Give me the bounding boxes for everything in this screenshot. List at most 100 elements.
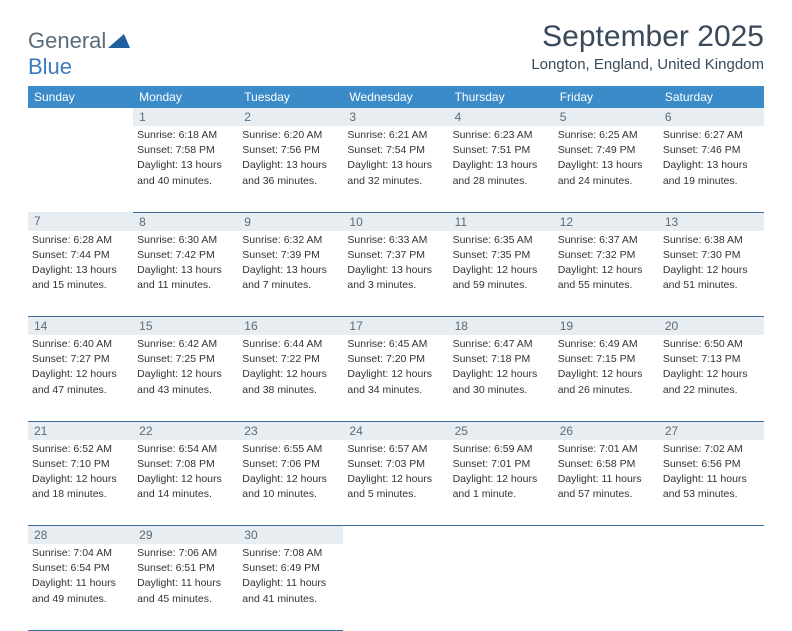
sunset-text: Sunset: 7:56 PM (242, 143, 339, 157)
daylight-text-2: and 19 minutes. (663, 174, 760, 188)
calendar-table: SundayMondayTuesdayWednesdayThursdayFrid… (28, 86, 764, 631)
day-number-cell (28, 108, 133, 126)
daylight-text-2: and 40 minutes. (137, 174, 234, 188)
daylight-text-2: and 24 minutes. (558, 174, 655, 188)
daylight-text-2: and 45 minutes. (137, 592, 234, 606)
daylight-text-2: and 1 minute. (453, 487, 550, 501)
day-cell: Sunrise: 6:37 AMSunset: 7:32 PMDaylight:… (554, 231, 659, 317)
day-cell: Sunrise: 6:33 AMSunset: 7:37 PMDaylight:… (343, 231, 448, 317)
sunrise-text: Sunrise: 6:54 AM (137, 442, 234, 456)
sunset-text: Sunset: 7:08 PM (137, 457, 234, 471)
daylight-text-1: Daylight: 12 hours (453, 367, 550, 381)
daylight-text-2: and 26 minutes. (558, 383, 655, 397)
day-cell-content: Sunrise: 6:27 AMSunset: 7:46 PMDaylight:… (663, 128, 760, 188)
daylight-text-1: Daylight: 13 hours (453, 158, 550, 172)
daylight-text-2: and 5 minutes. (347, 487, 444, 501)
day-number-cell: 11 (449, 212, 554, 231)
sunrise-text: Sunrise: 6:30 AM (137, 233, 234, 247)
sunset-text: Sunset: 7:49 PM (558, 143, 655, 157)
day-number-cell: 21 (28, 421, 133, 440)
daylight-text-2: and 15 minutes. (32, 278, 129, 292)
sunset-text: Sunset: 7:39 PM (242, 248, 339, 262)
weekday-header: Tuesday (238, 86, 343, 108)
sunset-text: Sunset: 7:03 PM (347, 457, 444, 471)
day-cell: Sunrise: 6:23 AMSunset: 7:51 PMDaylight:… (449, 126, 554, 212)
location-text: Longton, England, United Kingdom (531, 56, 764, 73)
sunset-text: Sunset: 7:35 PM (453, 248, 550, 262)
weekday-header: Friday (554, 86, 659, 108)
weekday-header: Wednesday (343, 86, 448, 108)
day-cell: Sunrise: 6:55 AMSunset: 7:06 PMDaylight:… (238, 440, 343, 526)
day-number-cell: 24 (343, 421, 448, 440)
day-cell-content: Sunrise: 6:52 AMSunset: 7:10 PMDaylight:… (32, 442, 129, 502)
daylight-text-2: and 41 minutes. (242, 592, 339, 606)
day-cell-content: Sunrise: 6:40 AMSunset: 7:27 PMDaylight:… (32, 337, 129, 397)
weekday-header: Monday (133, 86, 238, 108)
day-cell-content: Sunrise: 6:37 AMSunset: 7:32 PMDaylight:… (558, 233, 655, 293)
day-number-cell: 1 (133, 108, 238, 126)
day-cell: Sunrise: 6:20 AMSunset: 7:56 PMDaylight:… (238, 126, 343, 212)
sunset-text: Sunset: 7:42 PM (137, 248, 234, 262)
day-cell: Sunrise: 6:59 AMSunset: 7:01 PMDaylight:… (449, 440, 554, 526)
day-cell (449, 544, 554, 630)
daylight-text-1: Daylight: 12 hours (558, 367, 655, 381)
sunset-text: Sunset: 7:06 PM (242, 457, 339, 471)
daylight-text-2: and 36 minutes. (242, 174, 339, 188)
sunrise-text: Sunrise: 6:50 AM (663, 337, 760, 351)
day-number-cell (659, 526, 764, 545)
day-number-cell: 30 (238, 526, 343, 545)
day-cell-content: Sunrise: 6:38 AMSunset: 7:30 PMDaylight:… (663, 233, 760, 293)
sunrise-text: Sunrise: 7:08 AM (242, 546, 339, 560)
daylight-text-2: and 18 minutes. (32, 487, 129, 501)
sunrise-text: Sunrise: 6:23 AM (453, 128, 550, 142)
day-cell-content: Sunrise: 6:49 AMSunset: 7:15 PMDaylight:… (558, 337, 655, 397)
daylight-text-1: Daylight: 13 hours (137, 263, 234, 277)
day-cell: Sunrise: 6:32 AMSunset: 7:39 PMDaylight:… (238, 231, 343, 317)
day-number-cell (449, 526, 554, 545)
sunset-text: Sunset: 6:58 PM (558, 457, 655, 471)
day-cell: Sunrise: 6:35 AMSunset: 7:35 PMDaylight:… (449, 231, 554, 317)
day-number-cell: 13 (659, 212, 764, 231)
daylight-text-1: Daylight: 11 hours (242, 576, 339, 590)
day-number-cell: 19 (554, 317, 659, 336)
daylight-text-1: Daylight: 12 hours (558, 263, 655, 277)
daylight-text-1: Daylight: 13 hours (347, 263, 444, 277)
daylight-text-1: Daylight: 12 hours (242, 367, 339, 381)
day-cell-content: Sunrise: 7:08 AMSunset: 6:49 PMDaylight:… (242, 546, 339, 606)
daylight-text-2: and 3 minutes. (347, 278, 444, 292)
day-number-cell: 7 (28, 212, 133, 231)
weekday-header: Thursday (449, 86, 554, 108)
day-number-cell: 29 (133, 526, 238, 545)
day-cell-content: Sunrise: 6:23 AMSunset: 7:51 PMDaylight:… (453, 128, 550, 188)
daylight-text-2: and 34 minutes. (347, 383, 444, 397)
day-number-cell: 26 (554, 421, 659, 440)
day-number-row: 78910111213 (28, 212, 764, 231)
day-cell-content: Sunrise: 7:04 AMSunset: 6:54 PMDaylight:… (32, 546, 129, 606)
daylight-text-1: Daylight: 12 hours (453, 472, 550, 486)
sunset-text: Sunset: 7:30 PM (663, 248, 760, 262)
day-content-row: Sunrise: 6:40 AMSunset: 7:27 PMDaylight:… (28, 335, 764, 421)
day-number-cell: 25 (449, 421, 554, 440)
sunrise-text: Sunrise: 6:59 AM (453, 442, 550, 456)
sunrise-text: Sunrise: 6:40 AM (32, 337, 129, 351)
day-number-cell: 4 (449, 108, 554, 126)
daylight-text-2: and 38 minutes. (242, 383, 339, 397)
day-cell-content: Sunrise: 6:21 AMSunset: 7:54 PMDaylight:… (347, 128, 444, 188)
sunset-text: Sunset: 7:20 PM (347, 352, 444, 366)
sunrise-text: Sunrise: 6:18 AM (137, 128, 234, 142)
day-number-cell: 16 (238, 317, 343, 336)
daylight-text-2: and 28 minutes. (453, 174, 550, 188)
daylight-text-1: Daylight: 12 hours (32, 472, 129, 486)
day-content-row: Sunrise: 6:18 AMSunset: 7:58 PMDaylight:… (28, 126, 764, 212)
day-cell: Sunrise: 6:18 AMSunset: 7:58 PMDaylight:… (133, 126, 238, 212)
daylight-text-1: Daylight: 13 hours (558, 158, 655, 172)
daylight-text-2: and 43 minutes. (137, 383, 234, 397)
day-number-cell: 15 (133, 317, 238, 336)
daylight-text-1: Daylight: 12 hours (32, 367, 129, 381)
sunrise-text: Sunrise: 6:47 AM (453, 337, 550, 351)
day-cell (28, 126, 133, 212)
daylight-text-1: Daylight: 12 hours (137, 472, 234, 486)
logo: General Blue (28, 20, 130, 80)
day-number-cell (343, 526, 448, 545)
sunset-text: Sunset: 7:15 PM (558, 352, 655, 366)
